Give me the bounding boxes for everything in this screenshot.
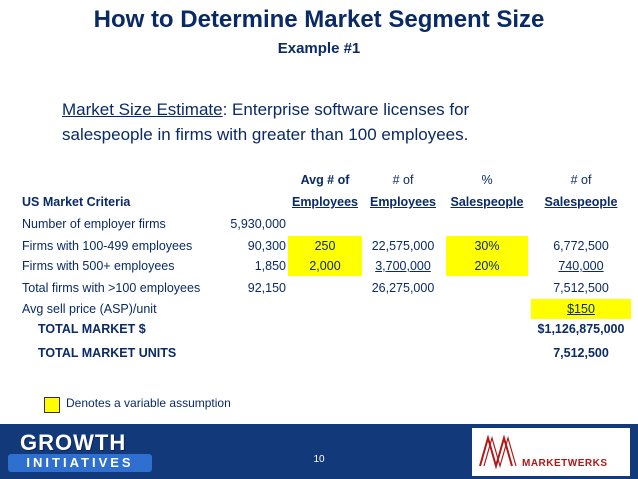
row-salespeople: 740,000: [558, 259, 604, 273]
row-label: Number of employer firms: [22, 217, 166, 231]
row-label: Avg sell price (ASP)/unit: [22, 302, 157, 316]
marketwerks-logo: MARKETWERKS: [472, 428, 630, 476]
marketwerks-mark-icon: [479, 434, 517, 470]
market-size-description: Market Size Estimate: Enterprise softwar…: [62, 97, 582, 147]
asp-value: $150: [528, 299, 634, 319]
header-num-line1: # of: [392, 173, 414, 187]
header-criteria: US Market Criteria: [22, 195, 131, 209]
header-pct-line1: %: [481, 173, 493, 187]
row-avg-employees: 2,000: [288, 256, 362, 276]
logo-left-line2: INITIATIVES: [8, 454, 152, 472]
legend-swatch: [44, 397, 60, 413]
total-market-units-label: TOTAL MARKET UNITS: [38, 346, 177, 360]
row-employees: 22,575,000: [371, 239, 435, 253]
row-label: Firms with 100-499 employees: [22, 239, 193, 253]
asp-value-text: $150: [531, 299, 631, 319]
page-title: How to Determine Market Segment Size: [93, 6, 545, 33]
total-market-units-value: 7,512,500: [553, 346, 609, 360]
row-employees: 3,700,000: [375, 259, 431, 273]
row-firms: 90,300: [247, 239, 286, 253]
header-avg-line2: Employees: [291, 195, 358, 209]
description-lead: Market Size Estimate: [62, 100, 223, 119]
row-avg-employees: 250: [288, 236, 362, 256]
row-pct-salespeople: 20%: [446, 256, 528, 276]
description-line1: : Enterprise software licenses for: [222, 100, 470, 119]
page-subtitle: Example #1: [277, 40, 361, 57]
total-market-dollars-label: TOTAL MARKET $: [38, 322, 146, 336]
total-market-dollars-value: $1,126,875,000: [537, 322, 625, 336]
row-label: Total firms with >100 employees: [22, 281, 201, 295]
row-firms: 92,150: [247, 281, 286, 295]
row-firms: 5,930,000: [230, 217, 286, 231]
row-salespeople: 6,772,500: [553, 239, 609, 253]
row-label: Firms with 500+ employees: [22, 259, 175, 273]
page-number: 10: [313, 454, 325, 465]
description-line2: salespeople in firms with greater than 1…: [62, 125, 469, 144]
header-num-sales-line2: Salespeople: [544, 195, 618, 209]
row-firms: 1,850: [254, 259, 286, 273]
row-salespeople: 7,512,500: [553, 281, 609, 295]
logo-left-line1: GROWTH: [20, 430, 127, 455]
header-num-sales-line1: # of: [570, 173, 592, 187]
header-avg-line1: Avg # of: [300, 173, 350, 187]
logo-right-text: MARKETWERKS: [522, 458, 608, 469]
growth-initiatives-logo: GROWTH INITIATIVES: [6, 430, 156, 474]
header-num-line2: Employees: [369, 195, 436, 209]
row-employees: 26,275,000: [371, 281, 435, 295]
legend-text: Denotes a variable assumption: [66, 396, 231, 410]
header-pct-line2: Salespeople: [450, 195, 524, 209]
row-pct-salespeople: 30%: [446, 236, 528, 256]
